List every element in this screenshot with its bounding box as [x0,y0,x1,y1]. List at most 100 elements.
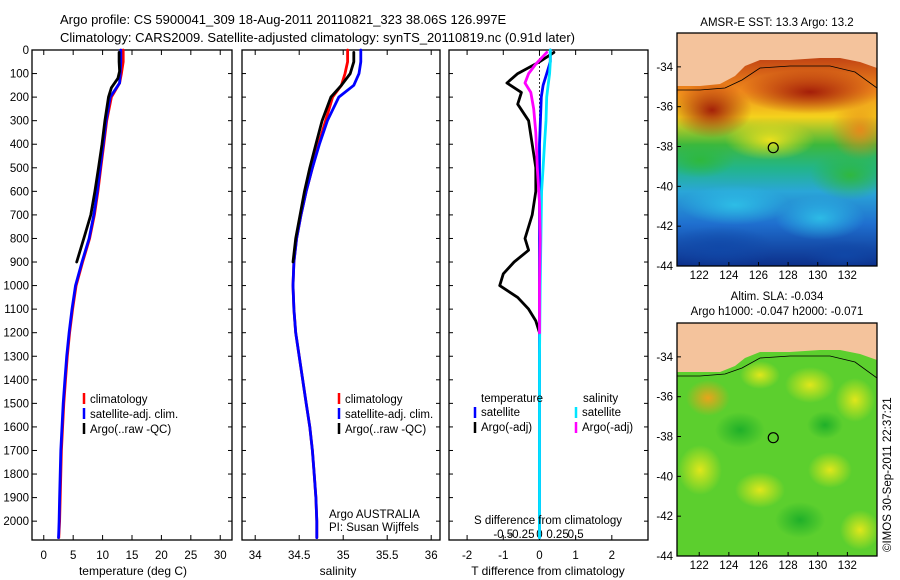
series-s-satellite [538,48,552,539]
sst-map-field [677,33,877,266]
series-argo-raw-qc [75,51,121,264]
series-satellite-adj-clim [57,48,123,539]
depth-tick-label: 1900 [3,493,29,505]
x-tick-label: 35 [337,550,350,562]
salinity-panel [241,49,441,541]
map-x-tick-label: 124 [719,270,739,282]
depth-tick-label: 1100 [4,304,29,316]
difference-chart: -2 -1 0 1 2-0.5-0.25 0 0.250.5 [449,48,648,562]
map-y-tick-label: -38 [656,142,673,154]
x-tick-label: 25 [184,550,197,562]
difference-top-label: S difference from climatology [474,515,622,527]
depth-tick-label: 1500 [3,398,29,410]
legend-label-t-argo: Argo(-adj) [481,422,532,434]
depth-tick-label: 100 [10,69,29,81]
series-argo-raw-qc [291,51,356,264]
depth-tick-label: 700 [10,210,29,222]
x-tick-label: 15 [126,550,139,562]
x-tick-label: 0 [41,550,47,562]
map-y-tick-label: -44 [656,551,673,563]
depth-tick-label: 1700 [3,445,29,457]
sla-map-title: Altim. SLA: -0.034 [731,291,824,303]
legend-label-climatology: climatology [90,394,148,406]
difference-xlabel: T difference from climatology [471,564,625,578]
map-x-tick-label: 126 [749,560,768,572]
legend-title-temperature: temperature [481,393,543,405]
map-x-tick-label: 128 [779,270,798,282]
depth-axis: 0 100 200 300 400 500 600 700 800 900 1000 1100 1200… [3,45,37,528]
map-y-tick-label: -36 [656,102,673,114]
x-tick-label: 5 [70,550,76,562]
depth-tick-label: 1300 [3,351,29,363]
x-tick-label: -1 [498,550,508,562]
sla-depth-contour [677,355,877,379]
depth-tick-label: 0 [23,45,29,57]
map-y-tick-label: -42 [656,511,673,523]
s-tick-label: 0.25 [546,529,568,541]
map-y-tick-label: -40 [656,471,673,483]
depth-tick-label: 200 [10,92,29,104]
depth-tick-label: 400 [10,139,29,151]
map-y-tick-label: -38 [656,432,673,444]
difference-panel [448,49,649,541]
depth-tick-label: 1600 [3,422,29,434]
sst-depth-contour [677,65,877,91]
x-tick-label: 10 [96,550,109,562]
temperature-chart: 0 5 10 15 20 25 30 [41,48,232,562]
map-x-tick-label: 122 [690,270,709,282]
s-tick-label: 0.5 [568,529,584,541]
map-y-tick-label: -40 [656,181,673,193]
legend-label-satellite: satellite-adj. clim. [345,409,433,421]
sst-profile-location-marker [767,142,779,154]
climatology-title: Climatology: CARS2009. Satellite-adjuste… [60,30,575,45]
map-y-tick-label: -34 [656,62,673,74]
series-satellite-adj-clim [291,48,363,539]
x-tick-label: 34.5 [288,550,310,562]
legend-label-s-argo: Argo(-adj) [582,422,633,434]
legend-label-climatology: climatology [345,394,403,406]
sst-map-axes: 122 124 126 128 130 132 -34 -36 -38 -40 -42 -44 [656,62,857,282]
map-y-tick-label: -34 [656,352,673,364]
difference-legend: temperature satellite Argo(-adj) salinit… [473,393,633,434]
map-y-tick-label: -42 [656,221,673,233]
map-x-tick-label: 130 [808,270,827,282]
x-tick-label: 0 [536,550,542,562]
sla-map-frame [676,322,878,557]
salinity-xlabel: salinity [320,564,357,578]
depth-tick-label: 1000 [3,281,29,293]
map-x-tick-label: 126 [749,270,768,282]
sla-map-axes: 122 124 126 128 130 132 -34 -36 -38 -40 -42 -44 [656,352,857,572]
depth-tick-label: 900 [10,257,29,269]
legend-label-t-satellite: satellite [481,407,520,419]
salinity-chart: 34 34.5 35 35.5 36 [242,48,440,562]
depth-tick-label: 1200 [3,328,29,340]
map-x-tick-label: 128 [779,560,798,572]
imos-credit: ©IMOS 30-Sep-2011 22:37:21 [882,397,894,552]
s-tick-label: -0.25 [508,529,534,541]
legend-label-s-satellite: satellite [582,407,621,419]
map-x-tick-label: 132 [838,270,857,282]
x-tick-label: -2 [462,550,472,562]
temperature-xlabel: temperature (deg C) [79,564,187,578]
argo-program-label: Argo AUSTRALIA [329,509,420,521]
sst-map-title: AMSR-E SST: 13.3 Argo: 13.2 [700,17,853,29]
series-t-argo-adj [498,51,556,335]
x-tick-label: 30 [214,550,227,562]
sla-land-mask [677,323,877,372]
sla-map-field [677,323,877,556]
depth-tick-label: 300 [10,116,29,128]
x-tick-label: 36 [425,550,438,562]
s-tick-label: -0.5 [493,529,513,541]
x-tick-label: 35.5 [376,550,398,562]
profile-title: Argo profile: CS 5900041_309 18-Aug-2011… [60,12,507,27]
sla-profile-location-marker [767,432,779,444]
map-x-tick-label: 132 [838,560,857,572]
salinity-legend: climatology satellite-adj. clim. Argo(..… [337,393,433,436]
depth-tick-label: 1800 [3,469,29,481]
argo-pi-label: PI: Susan Wijffels [329,522,419,534]
temperature-panel [31,49,233,541]
map-y-tick-label: -44 [656,261,673,273]
series-s-argo-adj [523,51,549,335]
map-x-tick-label: 130 [808,560,827,572]
